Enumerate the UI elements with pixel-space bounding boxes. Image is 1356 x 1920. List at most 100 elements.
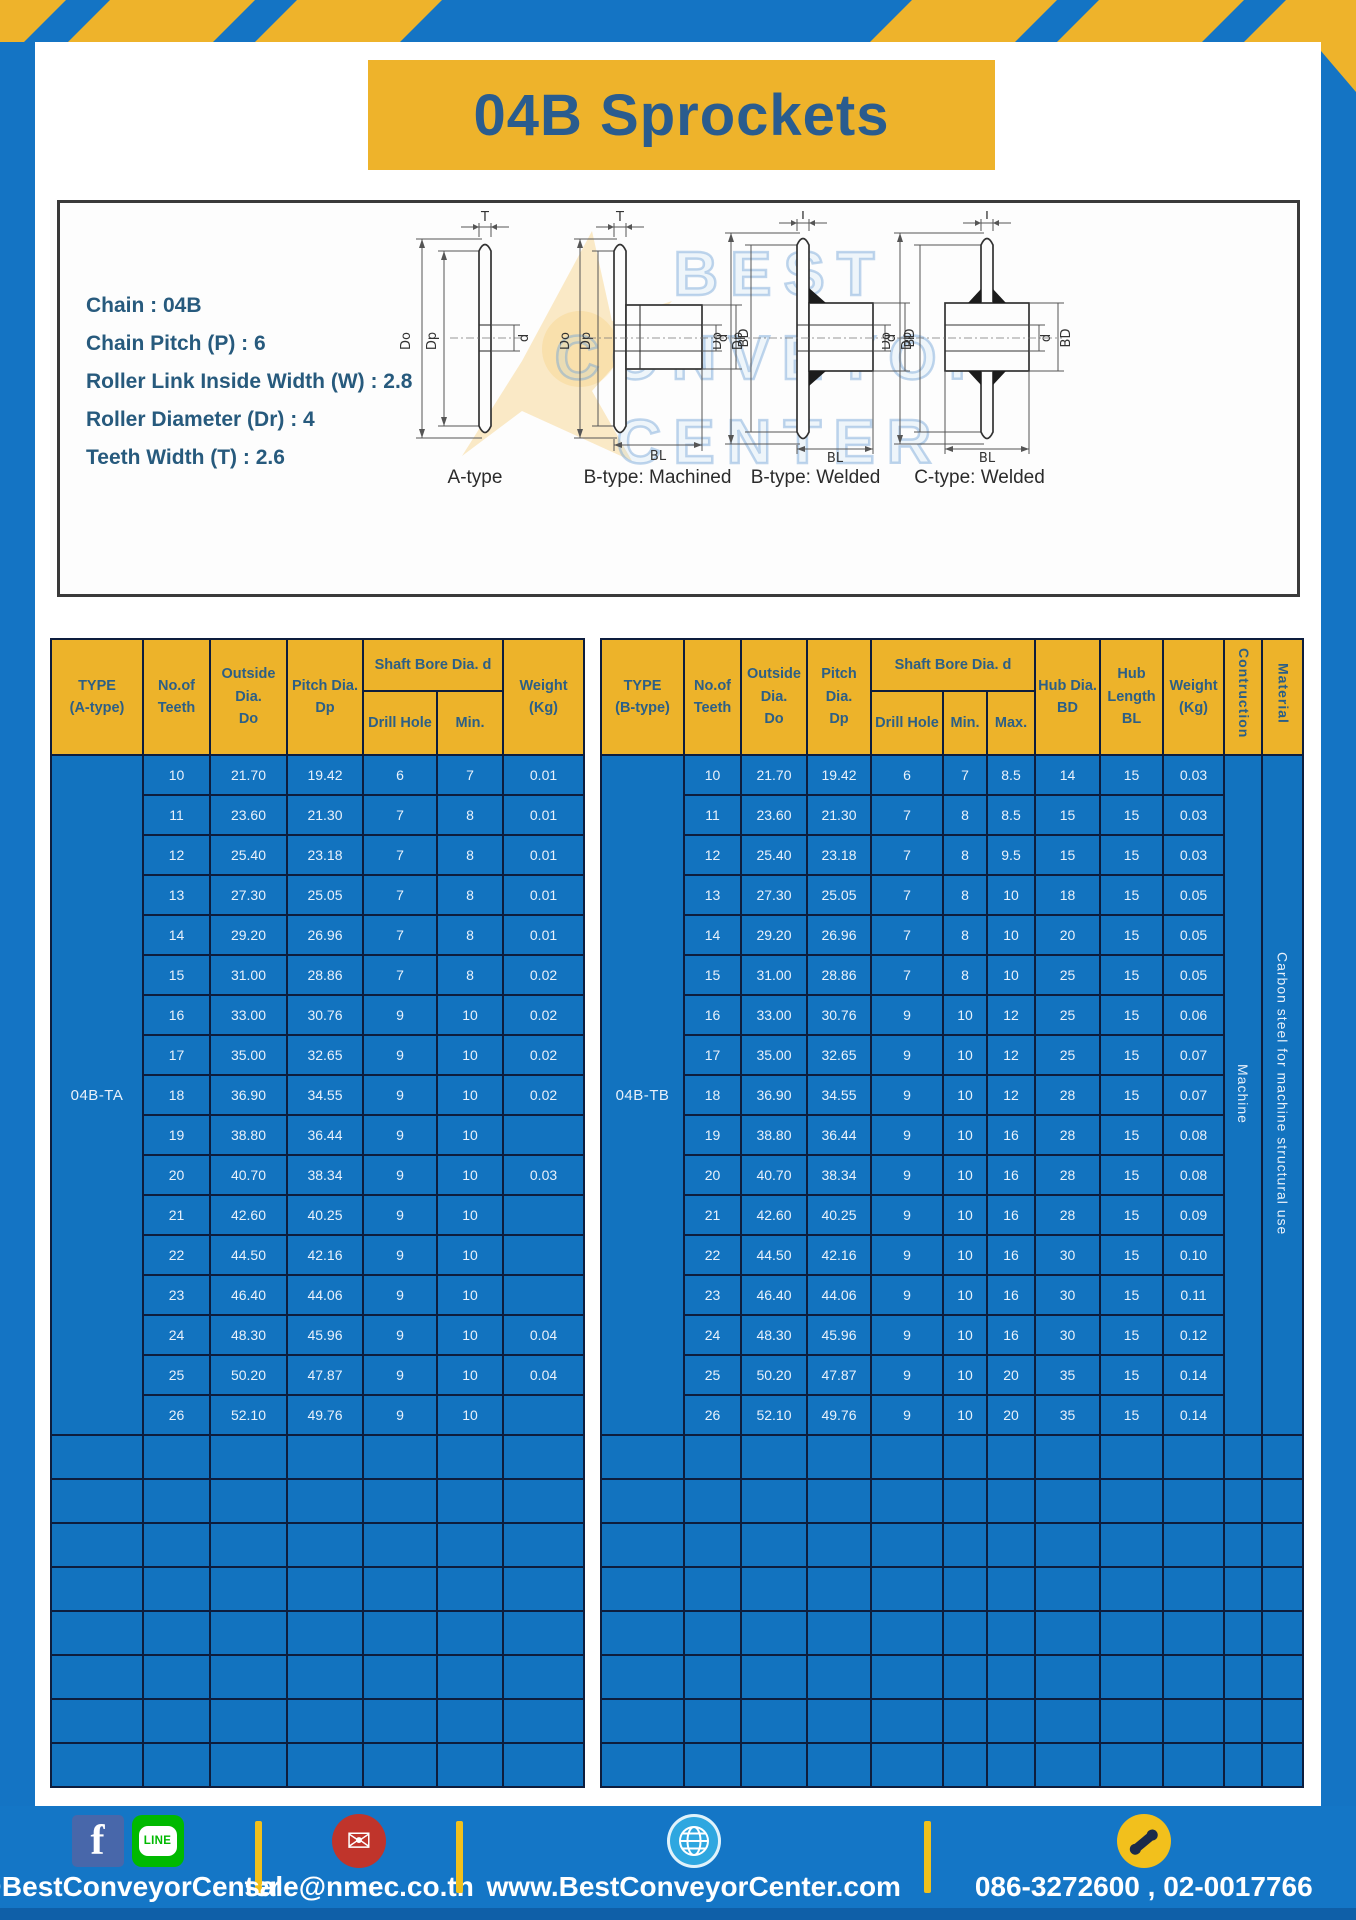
cell: 22 xyxy=(142,1234,211,1276)
cell: 47.87 xyxy=(806,1354,872,1396)
cell: 0.03 xyxy=(1162,794,1226,836)
cell xyxy=(600,1522,685,1568)
col-header-material: Material xyxy=(1261,638,1305,756)
cell: 15 xyxy=(1099,914,1165,956)
col-header-type: TYPE (A-type) xyxy=(50,638,144,756)
cell: 27.30 xyxy=(209,874,288,916)
cell: 30.76 xyxy=(286,994,364,1036)
cell: 9 xyxy=(870,994,944,1036)
table-row: 23 46.40 44.06 9 10 xyxy=(51,1274,586,1316)
cell xyxy=(985,1566,1037,1612)
figure-label-c-type-welded: C-type: Welded xyxy=(914,467,1045,488)
cell: 7 xyxy=(942,754,988,796)
cell: 18 xyxy=(1034,874,1102,916)
cell xyxy=(806,1610,872,1656)
table-row: 18 36.90 34.55 9 10 12 28 15 0.07 xyxy=(601,1074,1303,1116)
cell: 10 xyxy=(435,994,505,1036)
cell xyxy=(1099,1478,1165,1524)
phone-icon xyxy=(1116,1814,1171,1868)
cell xyxy=(435,1434,505,1480)
table-row: 22 44.50 42.16 9 10 16 30 15 0.10 xyxy=(601,1234,1303,1276)
table-row: 20 40.70 38.34 9 10 16 28 15 0.08 xyxy=(601,1154,1303,1196)
cell: 19 xyxy=(142,1114,211,1156)
cell: 24 xyxy=(142,1314,211,1356)
cell xyxy=(870,1654,944,1700)
footer-email-group: ✉ sale@nmec.co.th xyxy=(244,1806,474,1908)
cell: 10 xyxy=(435,1034,505,1076)
cell: 45.96 xyxy=(286,1314,364,1356)
table-row: 17 35.00 32.65 9 10 12 25 15 0.07 xyxy=(601,1034,1303,1076)
figure-label-a-type: A-type xyxy=(447,467,503,488)
cell: 15 xyxy=(1099,1234,1165,1276)
table-row: 16 33.00 30.76 9 10 12 25 15 0.06 xyxy=(601,994,1303,1036)
cell xyxy=(1034,1742,1102,1788)
cell: 8 xyxy=(435,954,505,996)
cell: 10 xyxy=(435,1314,505,1356)
empty-row xyxy=(600,1566,1305,1612)
cell xyxy=(870,1522,944,1568)
cell: 40.25 xyxy=(806,1194,872,1236)
cell xyxy=(1034,1478,1102,1524)
cell: 12 xyxy=(985,994,1037,1036)
col-header-drill-hole: Drill Hole xyxy=(362,690,438,756)
cell xyxy=(435,1522,505,1568)
table-row: 19 38.80 36.44 9 10 16 28 15 0.08 xyxy=(601,1114,1303,1156)
cell: 25.40 xyxy=(740,834,808,876)
cell: 6 xyxy=(362,754,438,796)
cell: 9 xyxy=(362,1154,438,1196)
empty-row xyxy=(600,1434,1305,1480)
cell: 0.08 xyxy=(1162,1154,1226,1196)
cell: 0.02 xyxy=(502,994,586,1036)
cell: 10 xyxy=(435,1194,505,1236)
cell: 46.40 xyxy=(740,1274,808,1316)
cell xyxy=(286,1478,364,1524)
cell: 10 xyxy=(942,1114,988,1156)
table-row: 25 50.20 47.87 9 10 20 35 15 0.14 xyxy=(601,1354,1303,1396)
cell: 0.12 xyxy=(1162,1314,1226,1356)
cell: 31.00 xyxy=(209,954,288,996)
cell: 0.11 xyxy=(1162,1274,1226,1316)
cell xyxy=(1261,1434,1305,1480)
email-address: sale@nmec.co.th xyxy=(244,1871,474,1902)
cell xyxy=(1034,1566,1102,1612)
cell xyxy=(502,1114,586,1156)
cell xyxy=(600,1478,685,1524)
cell: 6 xyxy=(870,754,944,796)
cell xyxy=(286,1610,364,1656)
spec-teeth-width: Teeth Width (T) : 2.6 xyxy=(86,446,285,469)
cell: 42.60 xyxy=(209,1194,288,1236)
cell: 7 xyxy=(362,834,438,876)
table-row: 23 46.40 44.06 9 10 16 30 15 0.11 xyxy=(601,1274,1303,1316)
footer-divider xyxy=(924,1821,932,1893)
table-row: 22 44.50 42.16 9 10 xyxy=(51,1234,586,1276)
cell: 31.00 xyxy=(740,954,808,996)
cell xyxy=(50,1610,144,1656)
cell xyxy=(362,1566,438,1612)
cell xyxy=(683,1742,742,1788)
svg-text:T: T xyxy=(798,211,807,223)
cell xyxy=(683,1478,742,1524)
cell xyxy=(1099,1742,1165,1788)
cell: 26.96 xyxy=(806,914,872,956)
cell: 10 xyxy=(942,1194,988,1236)
cell xyxy=(806,1478,872,1524)
table-row: 26 52.10 49.76 9 10 20 35 15 0.14 xyxy=(601,1394,1303,1436)
cell xyxy=(209,1610,288,1656)
cell xyxy=(209,1566,288,1612)
chain-specs: Chain : 04B Chain Pitch (P) : 6 Roller L… xyxy=(86,287,412,477)
cell: 38.80 xyxy=(740,1114,808,1156)
cell xyxy=(870,1434,944,1480)
cell: 47.87 xyxy=(286,1354,364,1396)
cell: 15 xyxy=(1099,1194,1165,1236)
cell xyxy=(942,1478,988,1524)
cell: 8 xyxy=(435,914,505,956)
cell: 50.20 xyxy=(209,1354,288,1396)
cell: 16 xyxy=(985,1114,1037,1156)
cell xyxy=(1223,1434,1264,1480)
table-row: 21 42.60 40.25 9 10 16 28 15 0.09 xyxy=(601,1194,1303,1236)
cell xyxy=(806,1434,872,1480)
spec-roller-width: Roller Link Inside Width (W) : 2.8 xyxy=(86,370,413,393)
cell: 48.30 xyxy=(209,1314,288,1356)
cell: 36.90 xyxy=(740,1074,808,1116)
cell xyxy=(870,1742,944,1788)
